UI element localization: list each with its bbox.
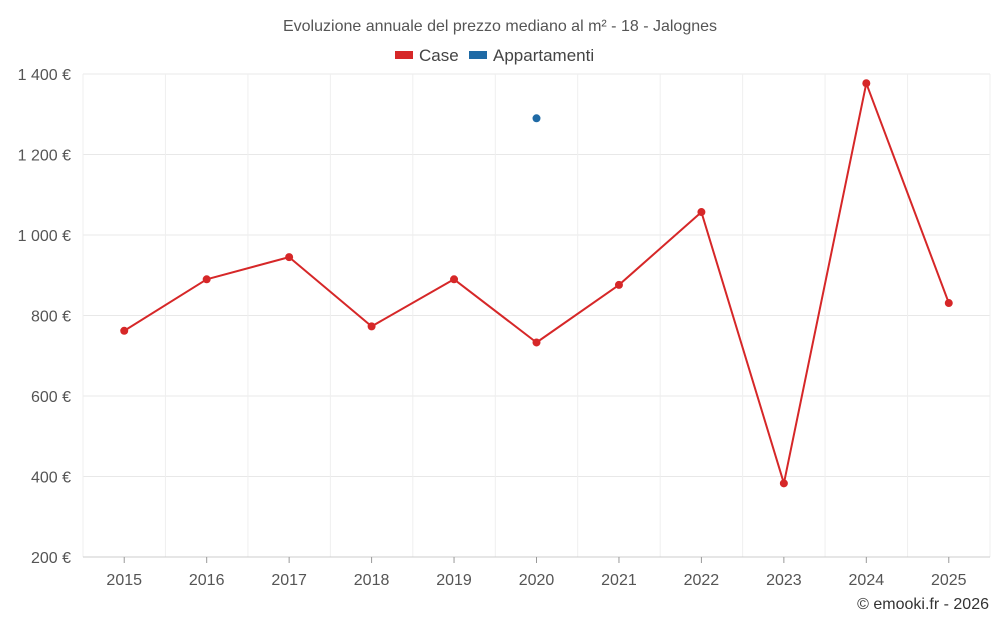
x-tick-label: 2023	[766, 572, 802, 589]
data-point-appartamenti[interactable]	[532, 114, 541, 123]
x-tick-label: 2021	[601, 572, 637, 589]
data-point-case[interactable]	[532, 338, 541, 347]
data-point-case[interactable]	[614, 280, 623, 289]
data-point-case[interactable]	[120, 326, 129, 335]
legend-label-appartamenti[interactable]: Appartamenti	[493, 46, 594, 65]
x-tick-label: 2015	[106, 572, 142, 589]
credit-label: © emooki.fr - 2026	[857, 596, 989, 613]
data-point-case[interactable]	[450, 275, 459, 284]
y-tick-label: 800 €	[31, 309, 71, 326]
x-tick-label: 2025	[931, 572, 967, 589]
data-point-case[interactable]	[697, 208, 706, 217]
y-tick-label: 1 000 €	[18, 228, 71, 245]
data-point-case[interactable]	[779, 479, 788, 488]
data-point-case[interactable]	[202, 275, 211, 284]
y-tick-label: 1 400 €	[18, 67, 71, 84]
legend-label-case[interactable]: Case	[419, 46, 459, 65]
x-tick-label: 2019	[436, 572, 472, 589]
x-tick-label: 2018	[354, 572, 390, 589]
y-tick-label: 400 €	[31, 470, 71, 487]
legend: Case Appartamenti	[395, 46, 594, 65]
gridlines	[82, 73, 991, 557]
chart-title: Evoluzione annuale del prezzo mediano al…	[283, 18, 717, 35]
x-tick-label: 2024	[849, 572, 885, 589]
x-tick-label: 2017	[271, 572, 307, 589]
axes: 200 € 400 € 600 € 800 € 1 000 € 1 200 € 1 400 …	[18, 67, 990, 589]
data-point-case[interactable]	[367, 322, 376, 331]
legend-swatch-case	[395, 51, 413, 59]
y-tick-label: 1 200 €	[18, 148, 71, 165]
legend-swatch-appartamenti	[469, 51, 487, 59]
data-point-case[interactable]	[285, 253, 294, 262]
series	[120, 79, 953, 488]
x-tick-label: 2020	[519, 572, 555, 589]
y-tick-label: 600 €	[31, 389, 71, 406]
y-tick-label: 200 €	[31, 550, 71, 567]
data-point-case[interactable]	[862, 79, 871, 88]
x-tick-label: 2022	[684, 572, 720, 589]
data-point-case[interactable]	[944, 299, 953, 308]
x-tick-label: 2016	[189, 572, 225, 589]
